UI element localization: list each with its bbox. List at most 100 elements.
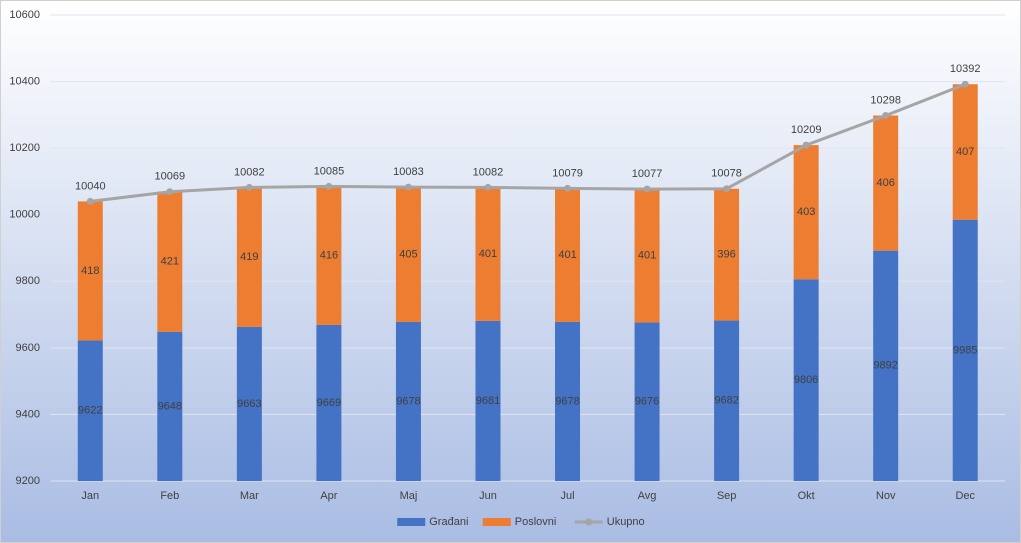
y-tick-label: 10600 [9, 9, 40, 21]
line-point [643, 185, 651, 193]
data-label: 10392 [950, 63, 981, 75]
x-tick-label: Okt [798, 490, 815, 502]
data-label: 403 [797, 206, 815, 218]
bar-segment [395, 187, 421, 322]
data-label: 405 [399, 248, 417, 260]
bar-segment [77, 340, 103, 481]
bar-segment [793, 279, 819, 481]
line-point [564, 184, 572, 192]
bar-segment [555, 188, 581, 322]
bar-segment [236, 326, 262, 481]
data-label: 401 [558, 249, 576, 261]
bar-segment [634, 322, 660, 481]
y-tick-label: 9200 [16, 475, 40, 487]
line-point [404, 183, 412, 191]
data-label: 401 [479, 248, 497, 260]
line-point [882, 112, 890, 120]
x-tick-label: Sep [717, 490, 737, 502]
bar-segment [873, 115, 899, 251]
bar-segment [316, 186, 342, 325]
line-point [325, 182, 333, 190]
bar-segment [475, 320, 501, 481]
line-point [86, 197, 94, 205]
x-tick-label: Avg [638, 490, 657, 502]
data-label: 407 [956, 146, 974, 158]
data-label: 416 [320, 250, 338, 262]
data-label: 9682 [714, 395, 738, 407]
bar-segment [157, 191, 183, 332]
line-point [245, 183, 253, 191]
bar-segment [952, 84, 978, 220]
line-point [723, 185, 731, 193]
bar-segment [77, 201, 103, 341]
data-label: 421 [161, 256, 179, 268]
data-label: 10079 [552, 167, 583, 179]
data-label: 418 [81, 265, 99, 277]
data-label: 10083 [393, 166, 424, 178]
y-tick-label: 10400 [9, 75, 40, 87]
data-label: 10082 [473, 166, 504, 178]
bar-segment [793, 145, 819, 280]
data-label: 9681 [476, 395, 500, 407]
data-label: 9985 [953, 344, 977, 356]
legend-label: Ukupno [607, 516, 645, 528]
x-tick-label: Maj [400, 490, 418, 502]
bar-segment [952, 219, 978, 481]
data-label: 9676 [635, 396, 659, 408]
line [90, 82, 966, 203]
legend-label: Građani [429, 516, 468, 528]
line-point [484, 183, 492, 191]
data-label: 9663 [237, 398, 261, 410]
line-point [166, 188, 174, 196]
x-tick-label: Dec [955, 490, 975, 502]
data-label: 9669 [317, 397, 341, 409]
data-label: 10040 [75, 180, 106, 192]
bar-segment [316, 324, 342, 481]
legend-swatch [585, 518, 593, 526]
data-label: 9648 [158, 400, 182, 412]
bar-segment [873, 250, 899, 481]
bar-segment [634, 189, 660, 323]
bar-segment [475, 187, 501, 321]
x-tick-label: Nov [876, 490, 896, 502]
data-label: 10077 [632, 168, 663, 180]
y-tick-label: 9800 [16, 275, 40, 287]
y-tick-label: 10200 [9, 142, 40, 154]
y-tick-label: 9600 [16, 342, 40, 354]
line-point [802, 141, 810, 149]
data-label: 9892 [873, 360, 897, 372]
bar-segment [714, 320, 740, 481]
legend-label: Poslovni [515, 516, 557, 528]
bar-segment [555, 321, 581, 481]
data-label: 9678 [555, 395, 579, 407]
x-tick-label: Apr [320, 490, 337, 502]
data-label: 10209 [791, 124, 822, 136]
data-label: 10082 [234, 166, 265, 178]
data-label: 9678 [396, 395, 420, 407]
x-tick-label: Feb [160, 490, 179, 502]
data-label: 10085 [314, 165, 345, 177]
x-tick-label: Mar [240, 490, 259, 502]
x-tick-label: Jul [560, 490, 574, 502]
data-label: 419 [240, 251, 258, 263]
bar-segment [395, 321, 421, 481]
y-tick-label: 9400 [16, 408, 40, 420]
data-label: 10078 [711, 168, 742, 180]
legend-swatch [482, 518, 511, 526]
data-label: 9622 [78, 405, 102, 417]
data-label: 406 [877, 177, 895, 189]
x-tick-label: Jan [81, 490, 99, 502]
bar-segment [714, 188, 740, 321]
legend-swatch [397, 518, 426, 526]
bar-segment [157, 331, 183, 481]
data-label: 401 [638, 250, 656, 262]
x-tick-label: Jun [479, 490, 497, 502]
data-label: 396 [717, 249, 735, 261]
data-label: 10069 [155, 171, 186, 183]
bar-segment [236, 187, 262, 327]
data-label: 9806 [794, 374, 818, 386]
data-label: 10298 [870, 94, 901, 106]
y-tick-label: 10000 [9, 209, 40, 221]
line-point [961, 80, 969, 88]
